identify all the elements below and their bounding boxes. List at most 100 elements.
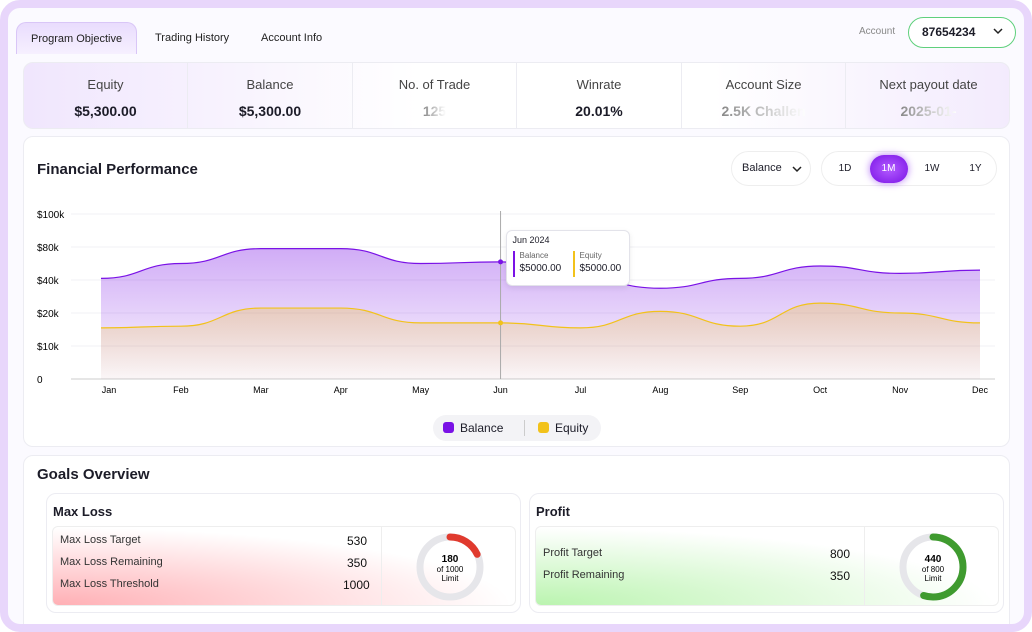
performance-card: Financial Performance Balance 1D 1M 1W 1Y 0… [23, 136, 1010, 447]
goals-card: Goals Overview Max Loss Max Loss Target 53… [23, 455, 1010, 624]
row-label: Max Loss Threshold [60, 578, 159, 590]
goal-title: Profit [536, 504, 570, 519]
account-value: 87654234 [922, 25, 976, 39]
tab[interactable]: Program Objective [16, 22, 138, 54]
x-tick-label: Sep [732, 385, 748, 395]
stat: Balance $5,300.00 [189, 63, 353, 129]
tooltip-item: Balance $5000.00 [512, 251, 562, 277]
tooltip-value: $5000.00 [579, 263, 622, 274]
stats-bar: Equity $5,300.00 Balance $5,300.00 No. of Tr… [23, 62, 1010, 129]
account-label: Account [859, 26, 896, 37]
x-tick-label: Oct [813, 385, 828, 395]
x-tick-label: Jan [102, 385, 117, 395]
goal-panel: Profit Target 800 Profit Remaining 350 440 of… [535, 526, 999, 606]
account-select[interactable]: 87654234 [908, 17, 1016, 48]
range-button[interactable]: 1M [869, 155, 908, 183]
range-button[interactable]: 1W [924, 163, 940, 174]
performance-title: Financial Performance [37, 161, 198, 178]
stat: Account Size 2.5K Challen [682, 63, 846, 129]
legend-item[interactable]: Equity [538, 421, 588, 435]
x-tick-label: Dec [972, 385, 989, 395]
tooltip-value: $5000.00 [519, 263, 562, 274]
range-selector: 1D 1M 1W 1Y [821, 151, 997, 186]
chevron [792, 166, 802, 173]
stat-label: Balance [246, 77, 294, 92]
row-label: Max Loss Target [60, 534, 141, 546]
legend: Balance Equity [433, 415, 601, 441]
y-tick-label: $10k [37, 342, 60, 353]
stat-label: Equity [87, 77, 124, 92]
y-tick-label: $100k [37, 210, 65, 221]
legend-swatch [443, 422, 454, 433]
tab[interactable]: Account Info [261, 32, 323, 44]
y-tick-label: $20k [37, 309, 60, 320]
y-tick-label: $40k [37, 276, 60, 287]
x-tick-label: May [412, 385, 430, 395]
x-tick-label: Jul [575, 385, 587, 395]
tooltip-title: Jun 2024 [512, 235, 550, 245]
stat-label: No. of Trade [398, 77, 471, 92]
x-tick-label: Feb [173, 385, 189, 395]
panel-divider [381, 527, 382, 605]
gauge-value: 440 [925, 554, 942, 565]
stat-value: 20.01% [575, 103, 623, 119]
x-tick-label: Nov [892, 385, 909, 395]
row-value: 350 [346, 556, 367, 570]
gauge-unit: Limit [442, 574, 460, 583]
chart: 0 $10k $20k $40k $80k $100k Jan Feb Mar Apr May Jun… [37, 210, 995, 395]
hover-dot [498, 259, 504, 265]
goals-title: Goals Overview [37, 466, 150, 483]
x-tick-label: Apr [334, 385, 348, 395]
goal-card: Max Loss Max Loss Target 530 Max Loss Remai… [46, 493, 521, 613]
range-button[interactable]: 1Y [969, 163, 982, 174]
stat-label: Next payout date [879, 77, 978, 92]
row-value: 530 [346, 534, 367, 548]
stat-value: 2025-01- [900, 103, 957, 119]
row-label: Max Loss Remaining [60, 556, 163, 568]
legend-item[interactable]: Balance [443, 421, 503, 435]
gauge-of: of 1000 [437, 565, 464, 574]
dropdown-value: Balance [742, 162, 782, 174]
x-tick-label: Mar [253, 385, 269, 395]
stat-label: Winrate [576, 77, 622, 92]
gauge-value: 180 [442, 554, 459, 565]
gauge-arc [899, 533, 967, 601]
range-button[interactable]: 1D [838, 163, 852, 174]
gauge-arc [416, 533, 484, 601]
row-label: Profit Target [543, 547, 603, 559]
tab[interactable]: Trading History [155, 32, 230, 44]
tooltip-name: Equity [579, 251, 602, 260]
stat: Equity $5,300.00 [24, 63, 188, 129]
series-dropdown[interactable]: Balance [731, 151, 811, 186]
y-tick-label: $80k [37, 243, 60, 254]
goal-card: Profit Profit Target 800 Profit Remaining 35… [529, 493, 1004, 613]
row-value: 1000 [343, 578, 370, 592]
tooltip-item: Equity $5000.00 [572, 251, 622, 277]
gauge-of: of 800 [922, 565, 945, 574]
y-tick-label: 0 [37, 375, 43, 386]
legend-label: Equity [555, 421, 589, 435]
goal-title: Max Loss [53, 504, 113, 519]
stat-value: 2.5K Challen [721, 103, 806, 119]
gauge-unit: Limit [925, 574, 943, 583]
stat: Next payout date 2025-01- [847, 63, 1011, 129]
area [101, 303, 980, 379]
stat: No. of Trade 125 [353, 63, 517, 129]
stat-value: $5,300.00 [74, 103, 137, 119]
stat: Winrate 20.01% [518, 63, 682, 129]
row-label: Profit Remaining [543, 569, 625, 581]
legend-label: Balance [460, 421, 504, 435]
x-tick-label: Aug [652, 385, 668, 395]
panel-divider [864, 527, 865, 605]
hover-dot [498, 320, 504, 326]
tooltip: Jun 2024 Balance $5000.00 Equity $5000.00 [505, 230, 630, 286]
goal-panel: Max Loss Target 530 Max Loss Remaining 350 M… [52, 526, 516, 606]
stat-value: $5,300.00 [238, 103, 302, 119]
stat-label: Account Size [725, 77, 802, 92]
row-value: 350 [829, 569, 850, 583]
line [100, 302, 981, 329]
tooltip-name: Balance [519, 251, 549, 260]
